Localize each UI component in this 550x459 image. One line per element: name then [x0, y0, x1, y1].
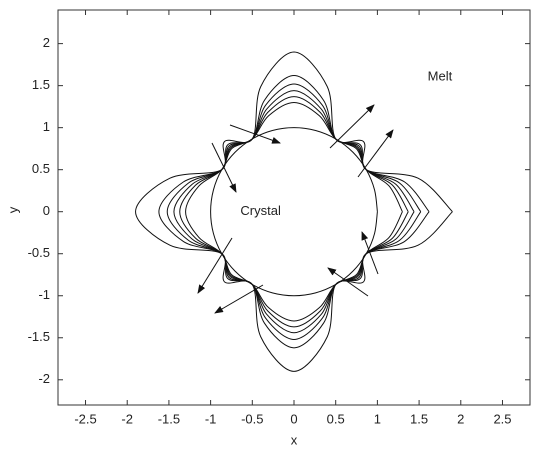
- x-tick-label: 1.5: [410, 411, 428, 426]
- x-tick-label: 1: [374, 411, 381, 426]
- plot-frame: [57, 9, 531, 406]
- y-tick-label: 1: [43, 119, 50, 134]
- arrow: [327, 267, 369, 297]
- curve: [185, 101, 403, 322]
- curve: [135, 51, 453, 372]
- y-tick-label: 2: [43, 35, 50, 50]
- x-tick-label: -1.5: [158, 411, 180, 426]
- y-tick-label: 0: [43, 203, 50, 218]
- curve: [166, 83, 422, 340]
- y-tick-label: -1.5: [28, 329, 50, 344]
- curve: [158, 75, 430, 349]
- annotation: Crystal: [240, 203, 281, 218]
- y-tick-label: 1.5: [32, 77, 50, 92]
- x-tick-label: -1: [205, 411, 217, 426]
- curve: [179, 96, 409, 328]
- curve: [210, 127, 378, 297]
- x-tick-label: 2.5: [493, 411, 511, 426]
- x-tick-label: 2: [457, 411, 464, 426]
- x-tick-label: 0.5: [327, 411, 345, 426]
- y-tick-label: -1: [38, 287, 50, 302]
- x-tick-label: 0: [290, 411, 297, 426]
- x-tick-label: -0.5: [241, 411, 263, 426]
- y-axis-label: y: [5, 206, 20, 213]
- arrow: [361, 231, 379, 275]
- y-tick-label: -0.5: [28, 245, 50, 260]
- x-axis-label: x: [291, 432, 298, 447]
- y-tick-label: 0.5: [32, 161, 50, 176]
- y-tick-label: -2: [38, 371, 50, 386]
- annotation: Melt: [428, 69, 453, 84]
- x-tick-label: -2: [121, 411, 133, 426]
- arrow: [357, 129, 394, 178]
- arrow: [197, 237, 233, 294]
- x-tick-label: -2.5: [74, 411, 96, 426]
- curve: [173, 90, 415, 334]
